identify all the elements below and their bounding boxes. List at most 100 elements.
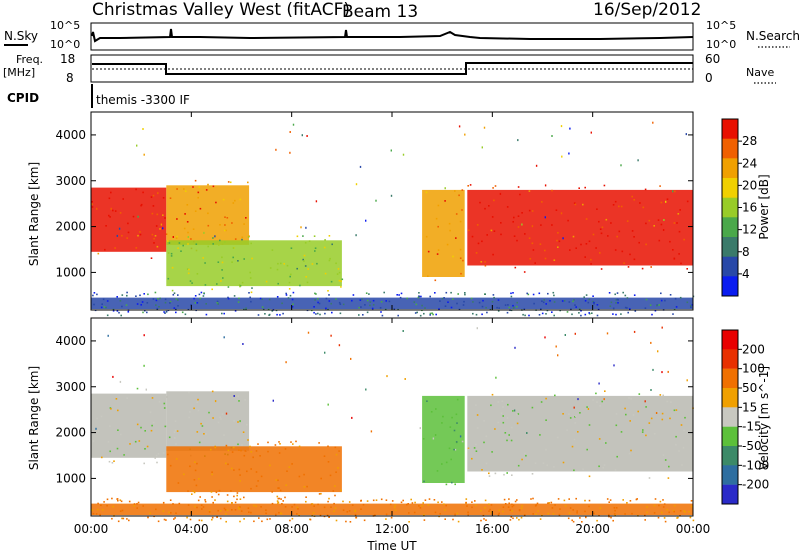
power-region-5-speck [328, 300, 331, 302]
power-region-5-speck [660, 292, 662, 295]
velocity-region-2 [166, 446, 342, 493]
velocity-region-5-speck [95, 513, 98, 515]
power-region-4-speck [469, 184, 472, 186]
velocity-colorbar-cell [722, 465, 738, 485]
velocity-region-4-speck [675, 435, 677, 438]
power-scatter-point [551, 135, 553, 137]
velocity-region-5-speck [490, 504, 493, 506]
power-region-5-speck [587, 301, 590, 304]
velocity-region-5-speck [92, 512, 95, 515]
velocity-region-3-speck [453, 448, 455, 451]
velocity-region-5-speck [547, 502, 549, 504]
power-region-5-speck [592, 300, 594, 303]
velocity-region-4-speck [641, 431, 644, 433]
power-region-5-speck [552, 291, 555, 294]
power-region-5-speck [656, 304, 658, 307]
power-region-5-speck [371, 307, 374, 310]
velocity-region-5-speck [111, 497, 113, 500]
velocity-region-5-speck [106, 504, 108, 507]
power-region-5-speck [434, 292, 436, 294]
power-region-4-speck [650, 266, 652, 268]
velocity-scatter-point [661, 371, 663, 374]
velocity-region-5-speck [212, 501, 214, 504]
velocity-region-0-speck [136, 423, 139, 426]
velocity-region-2-speck [337, 467, 339, 469]
power-region-2-speck [243, 258, 245, 260]
velocity-region-1-speck [217, 421, 220, 424]
power-region-5-speck [588, 312, 590, 314]
power-region-4-speck [673, 258, 676, 260]
velocity-region-1-speck [198, 441, 201, 444]
power-region-5-speck [540, 308, 542, 310]
velocity-region-1-speck [208, 411, 210, 414]
power-region-5-speck [292, 291, 295, 294]
velocity-region-4-speck [596, 401, 598, 403]
power-region-0-speck [159, 228, 161, 230]
power-region-2-speck [171, 289, 174, 292]
power-colorbar-tick-label: 16 [742, 201, 757, 215]
velocity-region-5-speck [622, 499, 624, 501]
velocity-region-2-speck [250, 468, 252, 470]
velocity-region-5-speck [559, 508, 561, 510]
velocity-region-5-speck [434, 511, 437, 514]
power-region-1-speck [194, 179, 197, 182]
velocity-region-0-speck [100, 415, 103, 418]
power-region-1-speck [231, 222, 233, 224]
velocity-region-2-speck [271, 491, 273, 493]
power-region-1-speck [192, 186, 194, 188]
velocity-region-4-speck [630, 449, 632, 452]
power-region-2-speck [277, 262, 279, 265]
velocity-region-1-speck [205, 433, 207, 435]
power-region-5-speck [523, 308, 526, 310]
velocity-region-0-speck [155, 454, 158, 457]
velocity-region-2-speck [298, 445, 301, 448]
power-region-4-speck [584, 186, 586, 189]
velocity-region-5-speck [510, 516, 513, 518]
power-region-2-speck [195, 243, 198, 245]
power-region-1-speck [169, 197, 172, 199]
velocity-region-5-speck [333, 502, 335, 505]
velocity-region-5-speck [253, 520, 255, 523]
power-scatter-point [142, 128, 144, 130]
velocity-region-5-speck [117, 520, 120, 523]
velocity-region-4-speck [616, 455, 618, 458]
power-region-4-speck [514, 266, 517, 269]
power-region-5-speck [221, 312, 223, 315]
velocity-region-5-speck [291, 506, 293, 508]
velocity-region-5-speck [99, 513, 101, 516]
velocity-region-4-speck [517, 464, 520, 467]
velocity-region-5-speck [204, 500, 207, 503]
power-region-2-speck [171, 266, 174, 269]
power-scatter-point [663, 219, 665, 221]
velocity-region-5-speck [297, 508, 299, 510]
velocity-region-5-speck [668, 511, 670, 514]
power-region-5-speck [338, 301, 341, 304]
power-region-3-speck [434, 279, 437, 282]
velocity-region-5-speck [488, 503, 490, 505]
velocity-region-0-speck [111, 462, 114, 464]
power-region-0-speck [137, 234, 139, 237]
velocity-region-5-speck [147, 516, 149, 519]
velocity-region-5-speck [503, 498, 506, 501]
power-region-5-speck [622, 291, 624, 294]
power-region-5-speck [593, 302, 595, 305]
velocity-region-4-speck [511, 474, 513, 476]
power-region-5-speck [116, 296, 118, 298]
velocity-region-5-speck [676, 517, 678, 519]
power-region-4-speck [475, 252, 478, 254]
velocity-scatter-point [419, 427, 421, 430]
power-region-5-speck [163, 311, 165, 313]
velocity-region-5-speck [97, 502, 99, 505]
power-region-2-speck [222, 277, 224, 279]
power-region-0-speck [108, 214, 110, 217]
velocity-region-5-speck [225, 513, 227, 515]
power-region-5-speck [155, 304, 157, 306]
velocity-region-4-speck [620, 431, 623, 433]
velocity-region-4-speck [642, 429, 644, 431]
velocity-region-5-speck [391, 500, 394, 502]
velocity-scatter-point [143, 364, 145, 367]
power-region-2-speck [311, 263, 314, 265]
velocity-region-4-speck [481, 469, 483, 471]
power-region-2-speck [219, 239, 221, 242]
velocity-scatter-point [242, 343, 244, 345]
